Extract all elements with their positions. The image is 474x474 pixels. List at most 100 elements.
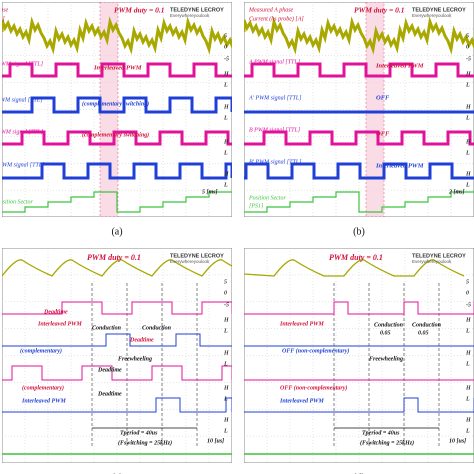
axis-label: H (223, 71, 229, 77)
waveform (244, 130, 474, 146)
annotation: A' PWM signal [TTL] (248, 95, 302, 101)
annotation: 0.05 (380, 330, 391, 336)
annotation: Position Sector (0, 199, 33, 205)
waveform (2, 259, 232, 278)
annotation: PWM duty = 0.1 (87, 253, 141, 262)
screen (2, 248, 232, 463)
annotation: 10 [us] (207, 438, 224, 444)
waveform (2, 333, 232, 347)
annotation: B PWM signal [TTL] (0, 129, 44, 135)
axis-label: H (465, 71, 471, 77)
annotation: Conduction (92, 325, 122, 331)
axis-label: H (465, 385, 471, 391)
waveform (2, 191, 232, 213)
annotation: (complementary switching) (82, 131, 149, 138)
waveform (2, 397, 232, 413)
annotation: Measured A phase (0, 7, 9, 13)
axis-label: H (223, 171, 229, 177)
annotation: PWM duty = 0.1 (114, 6, 165, 15)
axis-label: H (465, 139, 471, 145)
annotation: Interleaved PWM (37, 321, 82, 327)
waveform (2, 96, 232, 114)
annotation: Interleaved PWM (375, 162, 424, 169)
annotation: Deadtime (43, 309, 68, 315)
axis-label: 5 (466, 279, 469, 285)
axis-label: L (465, 150, 470, 156)
annotation: Tperiod = 40us (120, 430, 158, 436)
waveform (2, 301, 232, 315)
brand: TELEDYNE LECROY (170, 253, 224, 259)
panel-label: (a) (111, 226, 122, 237)
annotation: OFF (376, 130, 390, 137)
waveform (244, 397, 474, 413)
axis-label: H (223, 385, 229, 391)
annotation: Freewheeling (118, 356, 152, 362)
axis-label: L (223, 150, 228, 156)
screen (244, 248, 474, 463)
waveform (244, 162, 474, 180)
waveform (244, 301, 474, 315)
axis-label: L (223, 428, 228, 434)
axis-label: 0 (466, 44, 469, 50)
axis-label: L (223, 396, 228, 402)
annotation: Conduction (374, 322, 404, 328)
brand: TELEDYNE LECROY (170, 7, 224, 13)
annotation: 2 [ms] (448, 189, 465, 195)
axis-label: 5 (224, 33, 227, 39)
axis-label: -5 (224, 56, 229, 62)
annotation: Current (hs probe) [A] (249, 15, 304, 22)
axis-label: L (465, 82, 470, 88)
annotation: Tperiod = 40us (362, 430, 400, 436)
annotation: Interleaved PWM (375, 62, 424, 69)
brand-sub: Everywhereyoulook (170, 13, 210, 18)
annotation: (Fswitching = 25kHz) (360, 439, 414, 446)
annotation: B PWM signal [TTL] (249, 127, 301, 133)
waveform (2, 130, 232, 146)
annotation: A PWM signal [TTL] (0, 61, 44, 67)
annotation: Conduction (142, 325, 172, 331)
axis-label: L (465, 328, 470, 334)
axis-label: L (223, 82, 228, 88)
axis-label: L (465, 428, 470, 434)
annotation: Position Sector (248, 195, 286, 201)
annotation: (Fswitching = 25kHz) (118, 439, 172, 446)
waveform (2, 62, 232, 78)
annotation: Conduction (412, 322, 442, 328)
annotation: Freewheeling (369, 356, 403, 362)
axis-label: L (465, 396, 470, 402)
axis-label: L (465, 182, 470, 188)
panel: TELEDYNE LECROYEverywhereyoulook50-5HLHL… (2, 248, 232, 463)
annotation: Interleaved PWM (93, 64, 142, 71)
waveform (2, 16, 232, 55)
axis-label: 5 (466, 33, 469, 39)
axis-label: H (465, 317, 471, 323)
annotation: Interleaved PWM (21, 398, 66, 404)
annotation: B' PWM signal [TTL] (0, 162, 45, 168)
panel: TELEDYNE LECROYEverywhereyoulook50-5HLHL… (244, 2, 474, 217)
annotation: A PWM signal [TTL] (248, 59, 301, 65)
axis-label: H (465, 104, 471, 110)
brand-sub: Everywhereyoulook (412, 259, 452, 264)
annotation: Current (hs probe) [A] (0, 15, 5, 22)
axis-label: H (223, 350, 229, 356)
brand-sub: Everywhereyoulook (170, 259, 210, 264)
axis-label: L (465, 115, 470, 121)
annotation: 5 [ms] (202, 189, 218, 195)
axis-label: 0 (466, 290, 469, 296)
annotation: 0.05 (418, 330, 429, 336)
panel: TELEDYNE LECROYEverywhereyoulook50-5HLHL… (244, 248, 474, 463)
brand: TELEDYNE LECROY (412, 253, 466, 259)
annotation: (complementary) (20, 347, 62, 354)
annotation: Deadtime (129, 337, 154, 343)
axis-label: H (223, 139, 229, 145)
axis-label: H (465, 417, 471, 423)
axis-label: H (465, 171, 471, 177)
axis-label: -5 (466, 56, 471, 62)
annotation: Interleaved PWM (279, 321, 324, 327)
waveform (244, 62, 474, 78)
axis-label: L (223, 182, 228, 188)
annotation: (complementary) (22, 384, 64, 391)
brand: TELEDYNE LECROY (412, 7, 466, 13)
axis-label: -5 (466, 302, 471, 308)
